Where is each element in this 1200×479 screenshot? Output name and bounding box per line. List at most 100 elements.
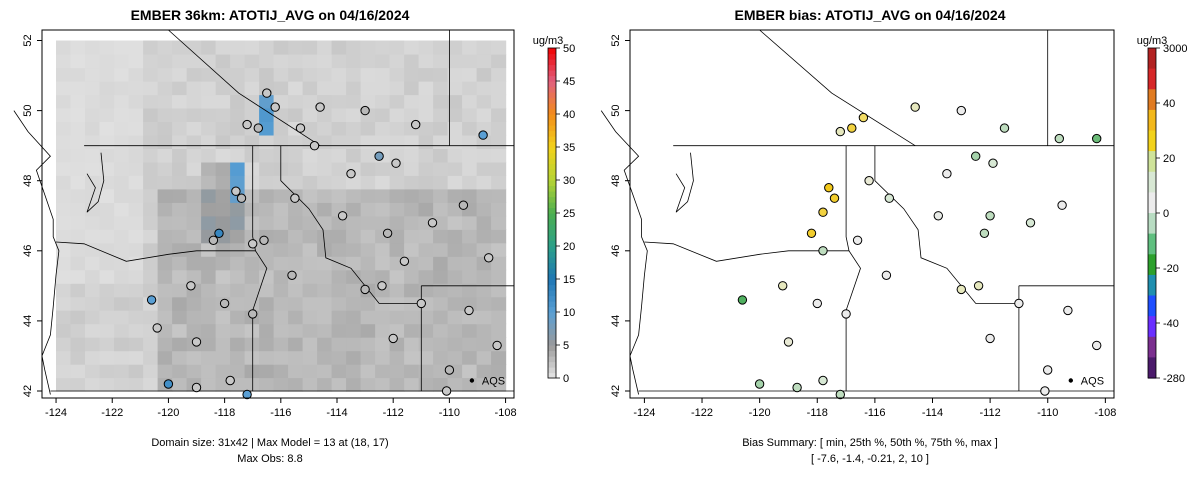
colorbar-segment (1148, 233, 1156, 255)
grid-cell (186, 161, 202, 176)
grid-cell (143, 310, 159, 325)
y-tick-label: 46 (22, 245, 34, 257)
grid-cell (404, 229, 420, 244)
grid-cell (331, 242, 347, 257)
grid-cell (331, 350, 347, 365)
grid-cell (128, 269, 144, 284)
grid-cell (244, 40, 260, 55)
colorbar-segment (548, 103, 556, 110)
boundary-line (759, 29, 916, 147)
grid-cell (491, 81, 507, 96)
grid-cell (491, 296, 507, 311)
colorbar-segment (548, 86, 556, 93)
grid-cell (157, 310, 173, 325)
observation-point (847, 123, 857, 133)
grid-cell (462, 134, 478, 149)
colorbar-segment (1148, 151, 1156, 173)
colorbar-segment (548, 229, 556, 236)
grid-cell (215, 54, 231, 69)
grid-cell (201, 323, 217, 338)
grid-cell (288, 256, 304, 271)
grid-cell (433, 40, 449, 55)
grid-cell (85, 148, 101, 163)
x-axis-ticks: -124 -122 -120 -118 -116 -114 -112 -110 -108 (45, 398, 517, 419)
grid-cell (172, 40, 188, 55)
grid-cell (476, 337, 492, 352)
grid-cell (433, 161, 449, 176)
grid-cell (360, 134, 376, 149)
colorbar-segment (548, 196, 556, 203)
grid-cell (418, 107, 434, 122)
grid-cell (317, 148, 333, 163)
grid-cell (404, 242, 420, 257)
grid-cell (389, 134, 405, 149)
grid-cell (172, 242, 188, 257)
grid-cell (491, 134, 507, 149)
grid-cell (375, 337, 391, 352)
grid-cell (143, 161, 159, 176)
grid-cell (186, 134, 202, 149)
observation-point (818, 207, 828, 217)
grid-cell (433, 148, 449, 163)
grid-cell (230, 40, 246, 55)
grid-cell (491, 54, 507, 69)
grid-cell (462, 107, 478, 122)
grid-cell (317, 215, 333, 230)
colorbar-segment (548, 152, 556, 159)
grid-cell (375, 377, 391, 392)
grid-cell (99, 40, 115, 55)
grid-cell (186, 202, 202, 217)
colorbar-segment (1148, 274, 1156, 297)
colorbar-segment (548, 213, 556, 220)
grid-cell (215, 337, 231, 352)
grid-cell (215, 67, 231, 82)
grid-cell (244, 202, 260, 217)
grid-cell (375, 54, 391, 69)
grid-cell (114, 269, 130, 284)
grid-cell (244, 296, 260, 311)
grid-cell (331, 310, 347, 325)
grid-cell (317, 364, 333, 379)
grid-cell (302, 350, 318, 365)
grid-cell (389, 94, 405, 109)
grid-cell (114, 188, 130, 203)
grid-cell (230, 296, 246, 311)
grid-cell (288, 40, 304, 55)
grid-cell (230, 148, 246, 163)
grid-cell (273, 229, 289, 244)
grid-cell (85, 161, 101, 176)
grid-cell (85, 283, 101, 298)
grid-cell (244, 323, 260, 338)
grid-cell (418, 229, 434, 244)
grid-cell (418, 175, 434, 190)
grid-cell (491, 121, 507, 136)
grid-cell (317, 121, 333, 136)
observation-point (242, 389, 252, 400)
grid-cell (462, 148, 478, 163)
grid-cell (99, 134, 115, 149)
colorbar-label: 25 (563, 208, 575, 220)
grid-cell (375, 256, 391, 271)
grid-cell (360, 256, 376, 271)
grid-cell (70, 229, 86, 244)
grid-cell (186, 323, 202, 338)
grid-cell (331, 364, 347, 379)
grid-cell (447, 229, 463, 244)
grid-cell (85, 337, 101, 352)
grid-cell (389, 188, 405, 203)
grid-cell (143, 40, 159, 55)
grid-cell (56, 161, 72, 176)
grid-cell (201, 202, 217, 217)
grid-cell (99, 310, 115, 325)
grid-cell (389, 310, 405, 325)
colorbar-segment (548, 180, 556, 187)
grid-cell (215, 283, 231, 298)
grid-cell (331, 175, 347, 190)
x-tick-label: -118 (807, 407, 828, 419)
grid-cell (230, 54, 246, 69)
grid-cell (244, 350, 260, 365)
grid-cell (128, 242, 144, 257)
grid-cell (418, 188, 434, 203)
grid-cell (114, 310, 130, 325)
grid-cell (143, 134, 159, 149)
